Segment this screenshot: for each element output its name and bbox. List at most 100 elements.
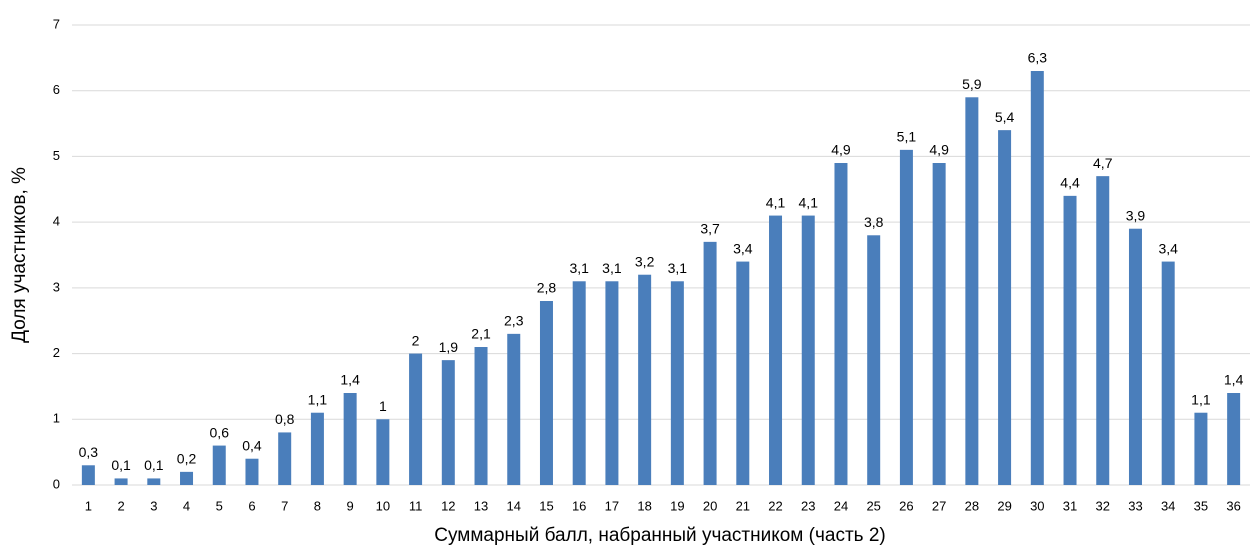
y-tick-label: 5 <box>53 148 60 163</box>
x-tick-label: 18 <box>637 498 651 513</box>
bar <box>507 333 521 485</box>
bar <box>474 347 488 485</box>
data-label: 0,2 <box>177 451 197 467</box>
x-tick-label: 10 <box>376 498 390 513</box>
data-label: 6,3 <box>1028 50 1048 66</box>
y-tick-label: 3 <box>53 279 60 294</box>
bar <box>638 274 652 485</box>
data-label: 0,8 <box>275 411 295 427</box>
data-label: 0,6 <box>210 424 230 440</box>
x-tick-label: 3 <box>150 498 157 513</box>
data-label: 3,4 <box>1158 240 1178 256</box>
bar <box>1161 261 1175 485</box>
data-label: 2,1 <box>471 326 491 342</box>
data-label: 5,9 <box>962 76 982 92</box>
data-label: 4,9 <box>929 142 949 158</box>
y-tick-label: 4 <box>53 214 60 229</box>
bar <box>736 261 750 485</box>
bar <box>703 241 717 485</box>
x-tick-label: 23 <box>801 498 815 513</box>
x-tick-label: 12 <box>441 498 455 513</box>
x-tick-label: 33 <box>1128 498 1142 513</box>
data-label: 4,1 <box>766 194 786 210</box>
x-tick-label: 28 <box>965 498 979 513</box>
x-tick-label: 36 <box>1226 498 1240 513</box>
bar <box>539 301 553 485</box>
x-tick-label: 16 <box>572 498 586 513</box>
bar <box>801 215 815 486</box>
x-tick-label: 4 <box>183 498 190 513</box>
y-tick-label: 2 <box>53 345 60 360</box>
x-tick-label: 1 <box>85 498 92 513</box>
bar <box>147 478 161 485</box>
bar <box>1128 228 1142 485</box>
data-label: 0,1 <box>111 457 131 473</box>
x-tick-label: 26 <box>899 498 913 513</box>
x-tick-label: 17 <box>605 498 619 513</box>
x-tick-label: 21 <box>736 498 750 513</box>
y-tick-label: 6 <box>53 82 60 97</box>
data-label: 4,1 <box>799 194 819 210</box>
x-tick-label: 19 <box>670 498 684 513</box>
bar <box>769 215 783 486</box>
x-tick-label: 27 <box>932 498 946 513</box>
x-tick-label: 34 <box>1161 498 1175 513</box>
bar <box>572 281 586 485</box>
x-tick-label: 11 <box>409 498 423 513</box>
data-label: 1,1 <box>1191 391 1211 407</box>
bar <box>834 163 848 485</box>
x-tick-label: 35 <box>1194 498 1208 513</box>
bar <box>965 97 979 486</box>
x-tick-label: 5 <box>216 498 223 513</box>
data-label: 1,1 <box>308 391 328 407</box>
bar <box>343 393 357 485</box>
data-label: 5,1 <box>897 129 917 145</box>
bar <box>1063 195 1077 485</box>
data-label: 4,9 <box>831 142 851 158</box>
data-label: 2,3 <box>504 313 524 329</box>
data-label: 3,8 <box>864 214 884 230</box>
data-label: 3,9 <box>1126 207 1146 223</box>
x-tick-label: 30 <box>1030 498 1044 513</box>
data-label: 0,4 <box>242 437 262 453</box>
bar <box>245 458 259 485</box>
bar <box>1030 71 1044 485</box>
data-label: 0,1 <box>144 457 164 473</box>
bar <box>1096 176 1110 485</box>
bar <box>278 432 292 485</box>
data-label: 3,4 <box>733 240 753 256</box>
x-tick-label: 7 <box>281 498 288 513</box>
y-tick-label: 0 <box>53 476 60 491</box>
x-tick-label: 32 <box>1096 498 1110 513</box>
x-tick-label: 29 <box>997 498 1011 513</box>
data-label: 3,2 <box>635 253 655 269</box>
y-tick-label: 1 <box>53 411 60 426</box>
bar <box>1227 393 1241 485</box>
bar <box>899 149 913 485</box>
x-tick-label: 22 <box>768 498 782 513</box>
bar <box>998 130 1012 485</box>
data-label: 3,7 <box>700 221 720 237</box>
bar <box>180 471 194 485</box>
data-label: 1,4 <box>340 372 360 388</box>
data-label: 1,9 <box>439 339 459 355</box>
bar <box>81 465 95 485</box>
bar <box>376 419 390 485</box>
data-label: 2,8 <box>537 280 557 296</box>
bar <box>409 353 423 485</box>
x-tick-label: 13 <box>474 498 488 513</box>
bar <box>1194 412 1208 485</box>
bar <box>605 281 619 485</box>
data-label: 3,1 <box>602 260 622 276</box>
data-label: 4,7 <box>1093 155 1113 171</box>
bar <box>310 412 324 485</box>
data-label: 3,1 <box>668 260 688 276</box>
x-tick-label: 31 <box>1063 498 1077 513</box>
x-tick-label: 24 <box>834 498 848 513</box>
x-tick-label: 6 <box>248 498 255 513</box>
bar <box>441 360 455 485</box>
bar <box>114 478 128 485</box>
y-axis-label: Доля участников, % <box>9 167 30 343</box>
y-tick-label: 7 <box>53 16 60 31</box>
